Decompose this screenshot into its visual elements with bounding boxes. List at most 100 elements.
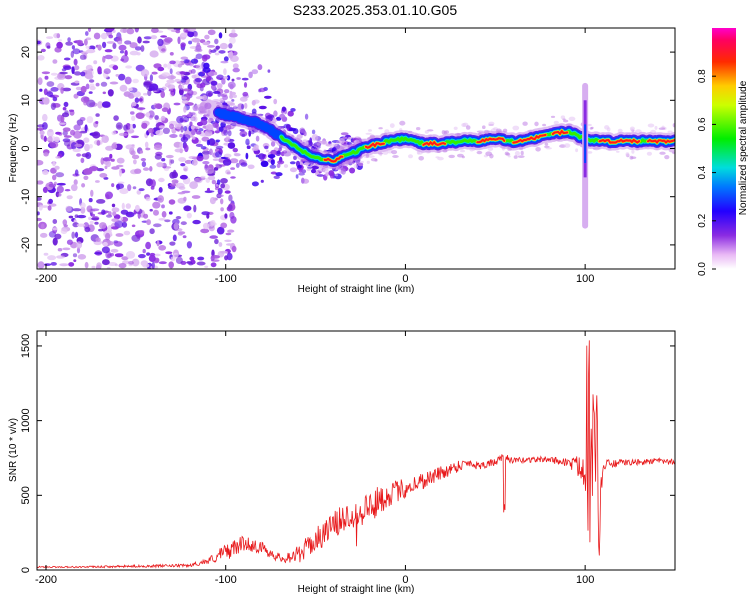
transition-blob xyxy=(214,130,220,134)
noise-blob xyxy=(106,41,115,44)
noise-blob xyxy=(83,137,90,143)
noise-blob xyxy=(68,215,74,219)
halo-blob xyxy=(399,120,406,126)
noise-blob xyxy=(85,31,89,36)
noise-blob xyxy=(150,179,156,188)
y-tick-label: 500 xyxy=(20,486,32,504)
noise-blob xyxy=(224,213,228,219)
noise-blob xyxy=(130,150,136,156)
halo-blob xyxy=(389,123,395,128)
transition-blob xyxy=(287,110,294,117)
halo-blob xyxy=(512,125,520,131)
transition-blob xyxy=(183,116,190,123)
halo-blob xyxy=(514,151,521,156)
noise-blob xyxy=(149,208,153,212)
noise-blob xyxy=(158,177,165,183)
noise-blob xyxy=(57,248,63,252)
noise-blob xyxy=(102,55,106,63)
transition-blob xyxy=(278,147,282,152)
noise-blob xyxy=(37,211,40,216)
noise-blob xyxy=(141,161,147,168)
noise-blob xyxy=(88,45,96,50)
noise-blob xyxy=(228,194,233,202)
transition-blob xyxy=(181,99,189,104)
noise-blob xyxy=(184,159,193,164)
halo-blob xyxy=(520,150,524,156)
noise-blob xyxy=(76,39,84,46)
noise-blob xyxy=(101,209,106,215)
noise-blob xyxy=(220,178,228,184)
halo-blob xyxy=(604,125,610,130)
noise-blob xyxy=(49,203,57,207)
noise-blob xyxy=(220,222,228,229)
noise-blob xyxy=(62,127,71,132)
noise-blob xyxy=(37,159,44,166)
ridge-hot-red xyxy=(512,133,547,144)
noise-blob xyxy=(102,41,107,49)
noise-blob xyxy=(166,79,175,84)
noise-blob xyxy=(191,74,197,79)
noise-blob xyxy=(131,135,139,139)
transition-blob xyxy=(297,164,302,169)
ridge-hot-red xyxy=(646,138,675,145)
transition-blob xyxy=(231,99,235,102)
halo-blob xyxy=(647,123,655,128)
noise-blob xyxy=(73,259,77,262)
noise-blob xyxy=(44,75,49,80)
noise-blob xyxy=(74,143,83,148)
transition-blob xyxy=(228,51,233,59)
noise-blob xyxy=(169,123,174,130)
noise-blob xyxy=(52,219,58,224)
noise-blob xyxy=(200,175,206,179)
noise-blob xyxy=(57,193,62,197)
noise-blob xyxy=(169,68,173,75)
transition-blob xyxy=(232,63,239,69)
noise-blob xyxy=(154,253,161,257)
halo-blob xyxy=(534,121,539,127)
transition-blob xyxy=(267,69,271,73)
noise-blob xyxy=(179,141,183,150)
noise-blob xyxy=(157,195,164,203)
transition-blob xyxy=(215,184,219,187)
noise-blob xyxy=(107,89,114,97)
noise-blob xyxy=(146,219,152,226)
noise-blob xyxy=(72,148,81,153)
transition-blob xyxy=(283,164,289,168)
noise-blob xyxy=(186,212,192,219)
noise-blob xyxy=(187,31,195,38)
transition-blob xyxy=(195,53,203,60)
transition-blob xyxy=(232,94,237,99)
noise-blob xyxy=(90,217,100,221)
halo-blob xyxy=(654,125,658,130)
noise-blob xyxy=(55,172,65,178)
noise-blob xyxy=(191,38,201,43)
noise-blob xyxy=(170,256,176,262)
noise-blob xyxy=(48,183,57,188)
x-tick-label: -200 xyxy=(35,574,57,586)
noise-blob xyxy=(76,153,82,157)
noise-blob xyxy=(63,224,68,228)
noise-blob xyxy=(208,224,215,232)
noise-blob xyxy=(50,87,59,92)
noise-blob xyxy=(231,29,236,34)
x-tick-label: -200 xyxy=(35,273,57,285)
noise-blob xyxy=(124,50,128,57)
transition-blob xyxy=(289,161,296,165)
noise-blob xyxy=(112,65,119,71)
noise-blob xyxy=(207,29,216,36)
noise-blob xyxy=(127,93,135,99)
noise-blob xyxy=(227,229,235,233)
noise-blob xyxy=(43,252,49,256)
transition-blob xyxy=(241,103,245,110)
noise-blob xyxy=(126,28,135,35)
halo-blob xyxy=(316,142,321,146)
halo-blob xyxy=(336,140,342,144)
noise-blob xyxy=(77,253,87,260)
noise-blob xyxy=(130,111,135,115)
noise-blob xyxy=(106,160,111,168)
noise-blob xyxy=(96,168,105,172)
noise-blob xyxy=(65,41,73,46)
noise-blob xyxy=(138,254,146,259)
noise-blob xyxy=(73,71,82,76)
